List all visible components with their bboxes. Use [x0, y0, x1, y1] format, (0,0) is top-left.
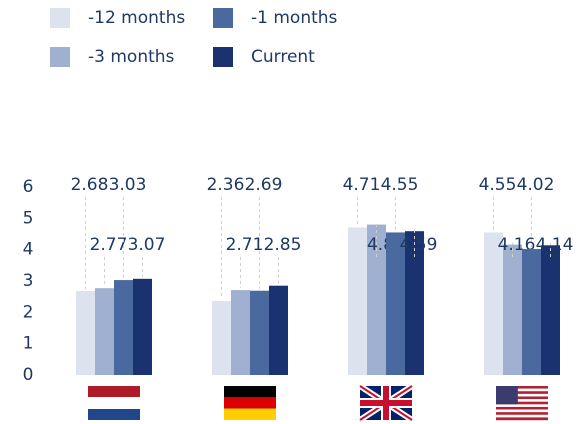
bar — [250, 290, 269, 375]
data-label: 2.36 — [207, 175, 245, 195]
bar — [212, 301, 231, 375]
flag — [88, 409, 140, 420]
data-label: 2.68 — [71, 175, 109, 195]
flag — [496, 386, 548, 389]
flag — [496, 391, 548, 395]
bar — [484, 232, 503, 375]
data-label: 4.59 — [400, 235, 438, 255]
bar — [95, 288, 114, 375]
bar — [386, 232, 405, 375]
bar — [522, 249, 541, 375]
legend-swatch — [50, 8, 70, 28]
data-label: 2.77 — [90, 235, 128, 255]
data-label: 2.71 — [226, 235, 264, 255]
flag — [88, 386, 140, 397]
flag — [224, 408, 276, 420]
bar — [269, 285, 288, 375]
flag — [496, 401, 548, 405]
flag — [224, 386, 276, 398]
data-label: 3.03 — [109, 175, 147, 195]
legend-swatch — [50, 47, 70, 67]
flag — [224, 397, 276, 409]
bar — [367, 224, 386, 375]
y-tick-label: 0 — [23, 365, 34, 385]
flag — [496, 406, 548, 410]
data-label: 2.85 — [264, 235, 302, 255]
flag — [496, 412, 548, 415]
bar — [133, 278, 152, 375]
legend-label: -1 months — [251, 8, 338, 28]
flag — [496, 388, 548, 392]
legend-label: -3 months — [88, 47, 175, 67]
y-tick-label: 3 — [23, 271, 34, 291]
flag — [496, 409, 548, 413]
data-label: 2.69 — [245, 175, 283, 195]
bar — [76, 291, 95, 375]
data-label: 4.02 — [517, 175, 555, 195]
data-label: 3.07 — [128, 235, 166, 255]
flag — [496, 393, 548, 397]
flag — [496, 417, 548, 421]
bar — [231, 290, 250, 375]
data-label: 4.55 — [479, 175, 517, 195]
data-label: 4.71 — [343, 175, 381, 195]
flag — [496, 386, 518, 405]
y-tick-label: 6 — [23, 177, 34, 197]
flag — [496, 414, 548, 418]
data-label: 4.55 — [381, 175, 419, 195]
bar — [348, 227, 367, 375]
bar — [114, 280, 133, 375]
flag — [496, 404, 548, 408]
legend-swatch — [213, 47, 233, 67]
y-tick-label: 1 — [23, 334, 34, 354]
legend-swatch — [213, 8, 233, 28]
data-label: 4.14 — [536, 235, 574, 255]
flag — [496, 396, 548, 400]
legend-label: Current — [251, 47, 315, 67]
flag — [360, 386, 412, 420]
bar — [503, 244, 522, 375]
y-tick-label: 4 — [23, 240, 34, 260]
y-tick-label: 2 — [23, 302, 34, 322]
y-tick-label: 5 — [23, 208, 34, 228]
flag — [496, 399, 548, 402]
legend-label: -12 months — [88, 8, 185, 28]
bar — [405, 231, 424, 375]
bar — [541, 245, 560, 375]
